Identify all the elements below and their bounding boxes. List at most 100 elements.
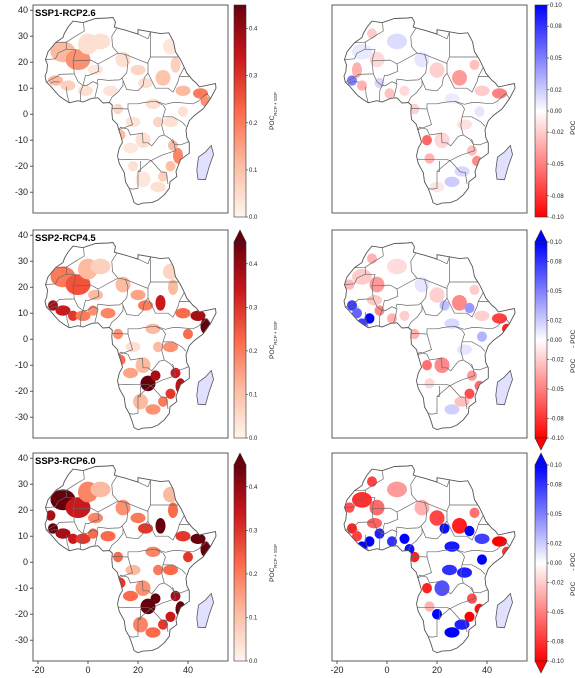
region (123, 142, 138, 154)
border-line (365, 86, 369, 103)
region (113, 328, 123, 340)
border-line (379, 533, 383, 550)
coastline (343, 465, 516, 654)
colorbar-tick-label: 0.1 (249, 392, 258, 398)
coastline (44, 17, 217, 206)
left-map-0 (44, 17, 217, 206)
region (145, 98, 161, 110)
region (409, 328, 420, 340)
colorbar-bar (534, 241, 548, 439)
border-line (411, 548, 465, 565)
colorbar-tick-label: 0.00 (550, 109, 562, 115)
border-line (66, 86, 70, 103)
region (173, 148, 183, 164)
border-line (111, 476, 119, 502)
border-line (416, 602, 463, 609)
border-line (108, 80, 124, 103)
y-tick-label: 10 (18, 531, 28, 541)
colorbar-tick-label: -0.05 (550, 387, 564, 393)
region (88, 64, 103, 76)
border-line (371, 284, 399, 311)
region (90, 258, 111, 275)
region (65, 49, 91, 70)
colorbar-tick-label: -0.05 (550, 162, 564, 168)
border-line (112, 548, 166, 565)
border-line (417, 126, 464, 147)
region (399, 310, 410, 321)
border-line (172, 138, 190, 146)
region (133, 616, 148, 633)
region (369, 51, 385, 68)
border-line (138, 161, 141, 172)
region (452, 70, 467, 86)
border-line (45, 489, 67, 508)
region (113, 551, 123, 563)
border-line (454, 317, 510, 330)
border-line (73, 73, 99, 98)
region (170, 367, 181, 379)
region (439, 523, 450, 534)
border-line (111, 253, 119, 279)
y-tick-label: 20 (18, 505, 28, 515)
border-line (424, 479, 450, 513)
region (130, 289, 146, 301)
colorbar-tick-label: -0.02 (550, 358, 564, 364)
africa-landmass (344, 465, 515, 653)
region (464, 302, 475, 314)
region (439, 300, 450, 311)
border-line (80, 533, 84, 550)
border-line (129, 619, 139, 638)
border-line (161, 341, 176, 381)
colorbar-tick-label: 0.1 (249, 615, 258, 621)
border-line (416, 379, 463, 386)
y-tick-label: -20 (15, 161, 28, 171)
coastline (343, 242, 516, 431)
region (442, 564, 457, 576)
border-line (365, 311, 369, 328)
border-line (462, 341, 486, 352)
region (347, 75, 357, 86)
region (387, 258, 407, 275)
country-borders (45, 248, 211, 415)
border-line (125, 256, 151, 290)
axes-frame (331, 452, 528, 662)
region (367, 253, 377, 264)
axes-right-2: -20 0 20 40 (330, 452, 528, 675)
region (175, 308, 191, 319)
region (414, 276, 430, 293)
border-line (163, 116, 187, 127)
y-tick-label: 40 (18, 5, 28, 15)
region (150, 181, 166, 193)
border-line (428, 619, 438, 638)
region (422, 583, 432, 594)
colorbar-tick-label: 0.08 (550, 260, 562, 266)
border-line (344, 266, 366, 285)
border-line (349, 306, 359, 309)
border-line (436, 608, 468, 632)
border-line (411, 325, 465, 342)
region (133, 393, 148, 410)
region (128, 161, 138, 172)
x-tick-label: -20 (31, 665, 44, 675)
region (492, 313, 507, 324)
x-tick-label: 20 (432, 665, 442, 675)
colorbar-tick-label: -0.08 (550, 194, 564, 200)
colorbar-tick-label: -0.02 (550, 130, 564, 136)
right-colorbar-0: 0.10 0.08 0.05 0.02 0.00 -0.02 -0.05 -0.08 -0.10… (534, 3, 575, 221)
colorbar-tick-label: 0.05 (550, 512, 562, 518)
region (48, 75, 63, 86)
colorbar-tick-label: 0.1 (249, 168, 258, 174)
region (190, 310, 206, 321)
region (367, 295, 382, 306)
border-line (73, 298, 99, 323)
region (130, 512, 146, 524)
border-line (96, 52, 129, 84)
region (414, 51, 430, 68)
region (145, 627, 161, 638)
region (352, 492, 372, 508)
colorbar-title: POCRCP + SSP (269, 92, 278, 130)
border-line (365, 248, 384, 268)
y-tick-label: -30 (15, 412, 28, 422)
region (115, 276, 131, 293)
border-line (437, 609, 440, 620)
